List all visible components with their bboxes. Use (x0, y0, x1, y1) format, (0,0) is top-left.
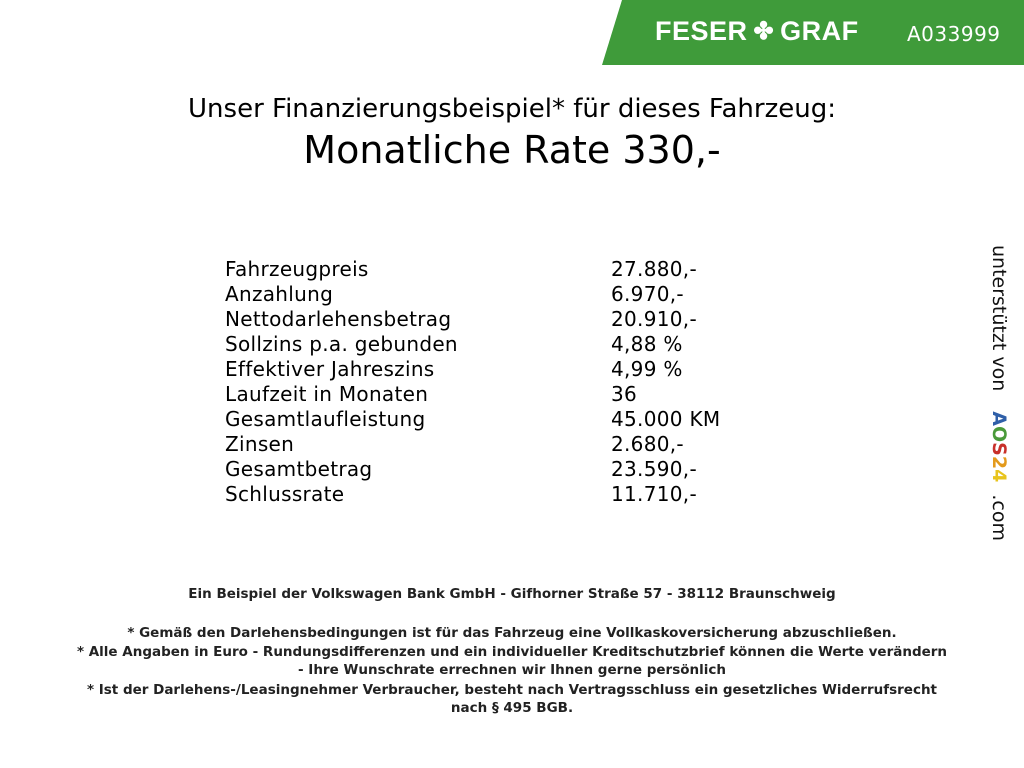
brand-logo: FESER ✤ GRAF (655, 16, 859, 47)
brand-name-1: FESER (655, 16, 748, 46)
table-row: Fahrzeugpreis 27.880,- (225, 257, 720, 282)
row-value: 6.970,- (611, 282, 684, 306)
row-value: 4,88 % (611, 332, 683, 356)
page-title: Unser Finanzierungsbeispiel* für dieses … (188, 94, 836, 124)
clover-icon: ✤ (753, 17, 775, 45)
row-label: Zinsen (225, 432, 295, 456)
monthly-rate: Monatliche Rate 330,- (303, 128, 721, 172)
footnote-insurance: * Gemäß den Darlehensbedingungen ist für… (127, 625, 897, 641)
credit-prefix: unterstützt von (988, 245, 1010, 392)
brand-name-2: GRAF (780, 16, 859, 46)
table-row: Zinsen 2.680,- (225, 432, 720, 457)
bank-info: Ein Beispiel der Volkswagen Bank GmbH - … (188, 586, 836, 602)
table-row: Anzahlung 6.970,- (225, 282, 720, 307)
footnote-withdrawal: * Ist der Darlehens-/Leasingnehmer Verbr… (0, 681, 1024, 717)
row-label: Schlussrate (225, 482, 345, 506)
footnote-withdrawal-line1: * Ist der Darlehens-/Leasingnehmer Verbr… (86, 682, 938, 698)
row-value: 2.680,- (611, 432, 684, 456)
row-label: Gesamtlaufleistung (225, 407, 426, 431)
row-value: 36 (611, 382, 638, 406)
row-value: 4,99 % (611, 357, 683, 381)
row-label: Laufzeit in Monaten (225, 382, 429, 406)
row-label: Nettodarlehensbetrag (225, 307, 452, 331)
header-banner (602, 0, 1024, 65)
aos24-logo: AOS24 (988, 411, 1010, 482)
footnote-rounding-line1: * Alle Angaben in Euro - Rundungsdiffere… (76, 644, 948, 660)
finance-table: Fahrzeugpreis 27.880,- Anzahlung 6.970,- Net… (225, 257, 720, 507)
credit-suffix: .com (988, 494, 1010, 541)
table-row: Nettodarlehensbetrag 20.910,- (225, 307, 720, 332)
aos24-credit: unterstützt von AOS24 .com (988, 245, 1010, 541)
row-label: Sollzins p.a. gebunden (225, 332, 458, 356)
logo-letter: O (988, 426, 1010, 443)
row-value: 11.710,- (611, 482, 697, 506)
row-value: 23.590,- (611, 457, 697, 481)
vehicle-code: A033999 (907, 22, 1001, 46)
logo-letter: 4 (988, 469, 1010, 483)
row-label: Gesamtbetrag (225, 457, 373, 481)
row-label: Anzahlung (225, 282, 334, 306)
table-row: Schlussrate 11.710,- (225, 482, 720, 507)
table-row: Laufzeit in Monaten 36 (225, 382, 720, 407)
row-value: 20.910,- (611, 307, 697, 331)
logo-letter: S (988, 442, 1010, 456)
row-label: Effektiver Jahreszins (225, 357, 435, 381)
table-row: Gesamtbetrag 23.590,- (225, 457, 720, 482)
row-value: 45.000 KM (611, 407, 721, 431)
footnote-rounding: * Alle Angaben in Euro - Rundungsdiffere… (0, 643, 1024, 679)
logo-letter: 2 (988, 455, 1010, 470)
table-row: Effektiver Jahreszins 4,99 % (225, 357, 720, 382)
table-row: Sollzins p.a. gebunden 4,88 % (225, 332, 720, 357)
footnote-rounding-line2: - Ihre Wunschrate errechnen wir Ihnen ge… (298, 662, 726, 678)
footnote-withdrawal-line2: nach § 495 BGB. (450, 700, 574, 716)
logo-letter: A (988, 411, 1010, 427)
row-label: Fahrzeugpreis (225, 257, 369, 281)
row-value: 27.880,- (611, 257, 697, 281)
table-row: Gesamtlaufleistung 45.000 KM (225, 407, 720, 432)
